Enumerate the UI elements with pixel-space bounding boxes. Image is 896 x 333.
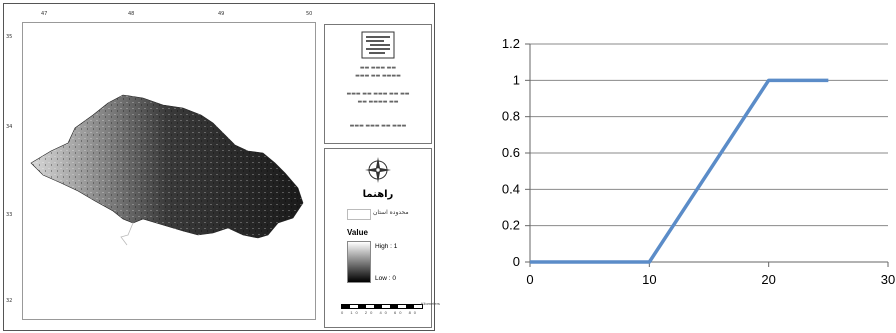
university-seal: [361, 31, 395, 59]
lon-tick: 50: [306, 11, 313, 17]
high-label: High : 1: [375, 243, 398, 250]
x-tick-label: 10: [642, 272, 656, 287]
value-ramp: [347, 241, 371, 283]
scale-numbers: 0 10 20 40 60 80: [341, 310, 420, 315]
low-label: Low : 0: [375, 275, 396, 282]
membership-chart: 0 0.2 0.4 0.6 0.8 1 1.2 0 10 20 30: [502, 36, 895, 287]
lat-tick: 33: [6, 212, 13, 218]
y-tick-label: 0.6: [502, 145, 520, 160]
y-tick-label: 1: [513, 72, 520, 87]
y-tick-label: 0.2: [502, 218, 520, 233]
faint-text: ▬▬ ▬▬▬ ▬▬: [359, 65, 397, 71]
lon-tick: 47: [41, 11, 48, 17]
series-line: [530, 78, 829, 264]
y-tick-label: 0.8: [502, 109, 520, 124]
province-swatch: [347, 209, 371, 220]
grid-layer: [525, 43, 889, 267]
legend-box: راهنما محدوده استان Value High : 1 Low :…: [324, 148, 440, 328]
north-arrow-icon: [365, 157, 391, 183]
series-layer: [529, 78, 829, 264]
lon-tick: 48: [128, 11, 135, 17]
province-label: محدوده استان: [373, 209, 409, 216]
y-tick-label: 1.2: [502, 36, 520, 51]
lat-tick: 35: [6, 34, 13, 40]
faint-text: ▬▬▬ ▬▬ ▬▬▬▬: [355, 73, 401, 79]
lat-tick: 34: [6, 124, 13, 130]
x-tick-label: 0: [526, 272, 533, 287]
faint-text: ▬▬▬ ▬▬ ▬▬▬ ▬▬ ▬▬: [346, 91, 410, 97]
lat-tick: 32: [6, 298, 13, 304]
map-raster: [30, 94, 304, 246]
scale-unit: Kilometers: [421, 301, 440, 306]
lon-tick: 49: [218, 11, 225, 17]
faint-text: ▬▬ ▬▬▬▬ ▬▬: [357, 99, 399, 105]
y-tick-label: 0.4: [502, 181, 520, 196]
legend-title: راهنما: [362, 189, 394, 200]
info-box: ▬▬ ▬▬▬ ▬▬ ▬▬▬ ▬▬ ▬▬▬▬ ▬▬▬ ▬▬ ▬▬▬ ▬▬ ▬▬ ▬…: [324, 24, 432, 144]
tick-layer: 0 0.2 0.4 0.6 0.8 1 1.2 0 10 20 30: [502, 36, 895, 287]
y-tick-label: 0: [513, 254, 520, 269]
map-frame: 47 48 49 50: [22, 11, 316, 320]
faint-text: ▬▬▬ ▬▬▬ ▬▬ ▬▬▬: [349, 123, 407, 129]
x-tick-label: 30: [881, 272, 895, 287]
map-panel: 47 48 49 50 35 34 33 32 ▬▬ ▬▬▬ ▬▬ ▬▬▬ ▬▬…: [3, 3, 440, 331]
value-title: Value: [347, 228, 368, 237]
scale-bar: [341, 304, 423, 309]
x-tick-label: 20: [761, 272, 775, 287]
